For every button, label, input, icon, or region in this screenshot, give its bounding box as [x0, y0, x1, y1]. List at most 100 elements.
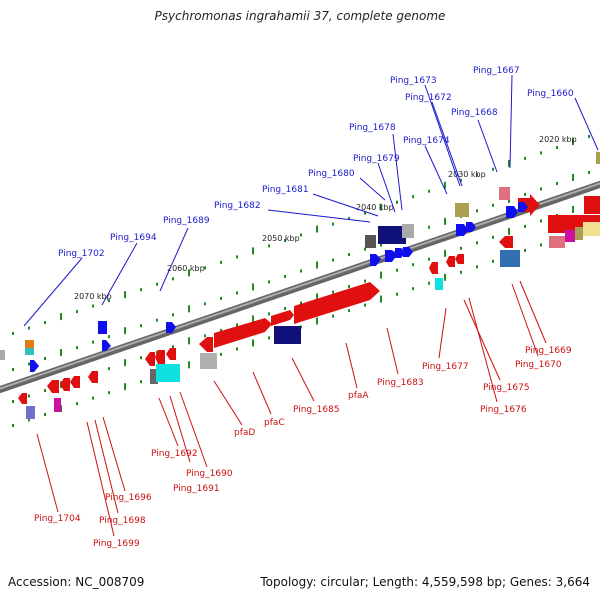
- gene-block[interactable]: [26, 406, 35, 419]
- gene-block[interactable]: [435, 278, 443, 290]
- gene-arrow[interactable]: [446, 256, 455, 267]
- gene-block[interactable]: [565, 230, 575, 242]
- gene-block[interactable]: [365, 235, 376, 248]
- gene-label[interactable]: Ping_1674: [403, 136, 450, 146]
- gene-label[interactable]: Ping_1669: [525, 346, 572, 356]
- gene-block[interactable]: [499, 187, 510, 200]
- gene-block[interactable]: [150, 369, 158, 384]
- gene-arrow[interactable]: [102, 340, 111, 351]
- gene-block[interactable]: [25, 348, 34, 355]
- genome-title: Psychromonas ingrahamii 37, complete gen…: [154, 9, 446, 23]
- scale-labels: 2020 kbp 2030 kbp 2040 kbp 2050 kbp 2060…: [74, 135, 577, 301]
- tick-mark: [204, 334, 206, 338]
- gene-arrow[interactable]: [506, 206, 518, 218]
- gene-arrow[interactable]: [403, 247, 413, 257]
- gene-label[interactable]: pfaA: [348, 391, 369, 401]
- gene-label[interactable]: Ping_1690: [186, 469, 233, 479]
- gene-block[interactable]: [98, 321, 107, 334]
- pfaC-gene[interactable]: [214, 318, 272, 348]
- gene-label[interactable]: Ping_1679: [353, 154, 400, 164]
- gene-block[interactable]: [500, 250, 520, 267]
- gene-block[interactable]: [455, 203, 469, 217]
- gene-arrow[interactable]: [30, 360, 39, 372]
- gene-block[interactable]: [200, 353, 217, 369]
- gene-block[interactable]: [25, 340, 34, 348]
- gene-block[interactable]: [156, 364, 180, 382]
- gene-arrow[interactable]: [455, 254, 464, 264]
- gene-arrow[interactable]: [155, 350, 165, 364]
- gene-label[interactable]: Ping_1689: [163, 216, 210, 226]
- tick-mark: [188, 269, 190, 277]
- gene-arrow[interactable]: [518, 202, 528, 212]
- gene-label[interactable]: Ping_1692: [151, 449, 198, 459]
- gene-label[interactable]: Ping_1668: [451, 108, 498, 118]
- gene-arrow[interactable]: [271, 310, 294, 326]
- gene-arrow[interactable]: [385, 250, 397, 262]
- tick-mark: [444, 249, 446, 257]
- gene-label[interactable]: Ping_1683: [377, 378, 424, 388]
- gene-label[interactable]: Ping_1694: [110, 233, 157, 243]
- gene-label[interactable]: Ping_1680: [308, 169, 355, 179]
- gene-label[interactable]: Ping_1660: [527, 89, 574, 99]
- gene-block[interactable]: [402, 224, 414, 238]
- gene-block[interactable]: [584, 196, 600, 214]
- gene-label[interactable]: Ping_1675: [483, 383, 530, 393]
- gene-block[interactable]: [575, 227, 583, 240]
- gene-arrow[interactable]: [429, 262, 438, 274]
- gene-arrow[interactable]: [499, 236, 513, 248]
- gene-arrow[interactable]: [18, 393, 27, 404]
- scale-label: 2020 kbp: [539, 135, 577, 144]
- gene-label[interactable]: Ping_1678: [349, 123, 396, 133]
- gene-block[interactable]: [0, 350, 5, 360]
- tick-mark: [524, 248, 526, 252]
- gene-block[interactable]: [54, 398, 61, 412]
- pfaA-gene[interactable]: [294, 282, 380, 324]
- scale-label: 2040 kbp: [356, 203, 394, 212]
- gene-label[interactable]: Ping_1698: [99, 516, 146, 526]
- gene-block[interactable]: [549, 236, 565, 248]
- gene-arrow[interactable]: [166, 348, 176, 360]
- gene-label[interactable]: Ping_1699: [93, 539, 140, 549]
- tick-mark: [140, 324, 142, 328]
- gene-label[interactable]: Ping_1702: [58, 249, 105, 259]
- gene-label[interactable]: Ping_1673: [390, 76, 437, 86]
- gene-label[interactable]: Ping_1696: [105, 493, 152, 503]
- gene-arrow[interactable]: [47, 380, 59, 393]
- tick-mark: [508, 227, 510, 235]
- gene-block[interactable]: [378, 226, 406, 244]
- tick-mark: [332, 222, 334, 226]
- gene-label[interactable]: Ping_1682: [214, 201, 261, 211]
- gene-arrow[interactable]: [60, 378, 70, 391]
- reverse-gene-labels: Ping_1669 Ping_1670 Ping_1677 Ping_1675 …: [34, 346, 572, 549]
- gene-label[interactable]: Ping_1672: [405, 93, 452, 103]
- gene-label[interactable]: pfaC: [264, 418, 285, 428]
- gene-label[interactable]: Ping_1676: [480, 405, 527, 415]
- gene-label[interactable]: Ping_1704: [34, 514, 81, 524]
- gene-label[interactable]: Ping_1667: [473, 66, 520, 76]
- tick-mark: [92, 304, 94, 308]
- gene-arrow[interactable]: [370, 254, 381, 266]
- gene-label[interactable]: Ping_1681: [262, 185, 309, 195]
- gene-label[interactable]: Ping_1691: [173, 484, 220, 494]
- gene-label[interactable]: Ping_1677: [422, 362, 469, 372]
- gene-arrow[interactable]: [166, 322, 176, 333]
- tick-mark: [348, 217, 350, 221]
- gene-arrow[interactable]: [395, 248, 405, 258]
- tick-mark: [348, 253, 350, 257]
- tick-mark: [364, 279, 366, 283]
- gene-arrow[interactable]: [88, 371, 98, 383]
- pfaD-gene[interactable]: [199, 337, 213, 352]
- gene-arrow[interactable]: [456, 224, 468, 236]
- gene-label[interactable]: Ping_1670: [515, 360, 562, 370]
- tick-mark: [332, 258, 334, 262]
- gene-label[interactable]: pfaD: [234, 428, 255, 438]
- gene-label[interactable]: Ping_1685: [293, 405, 340, 415]
- gene-arrow[interactable]: [466, 222, 476, 232]
- gene-block[interactable]: [274, 326, 301, 344]
- gene-block[interactable]: [596, 152, 600, 164]
- gene-arrow[interactable]: [70, 376, 80, 388]
- gene-arrow[interactable]: [145, 352, 155, 366]
- tick-mark: [492, 203, 494, 207]
- gene-block[interactable]: [583, 222, 600, 236]
- tick-mark: [476, 209, 478, 213]
